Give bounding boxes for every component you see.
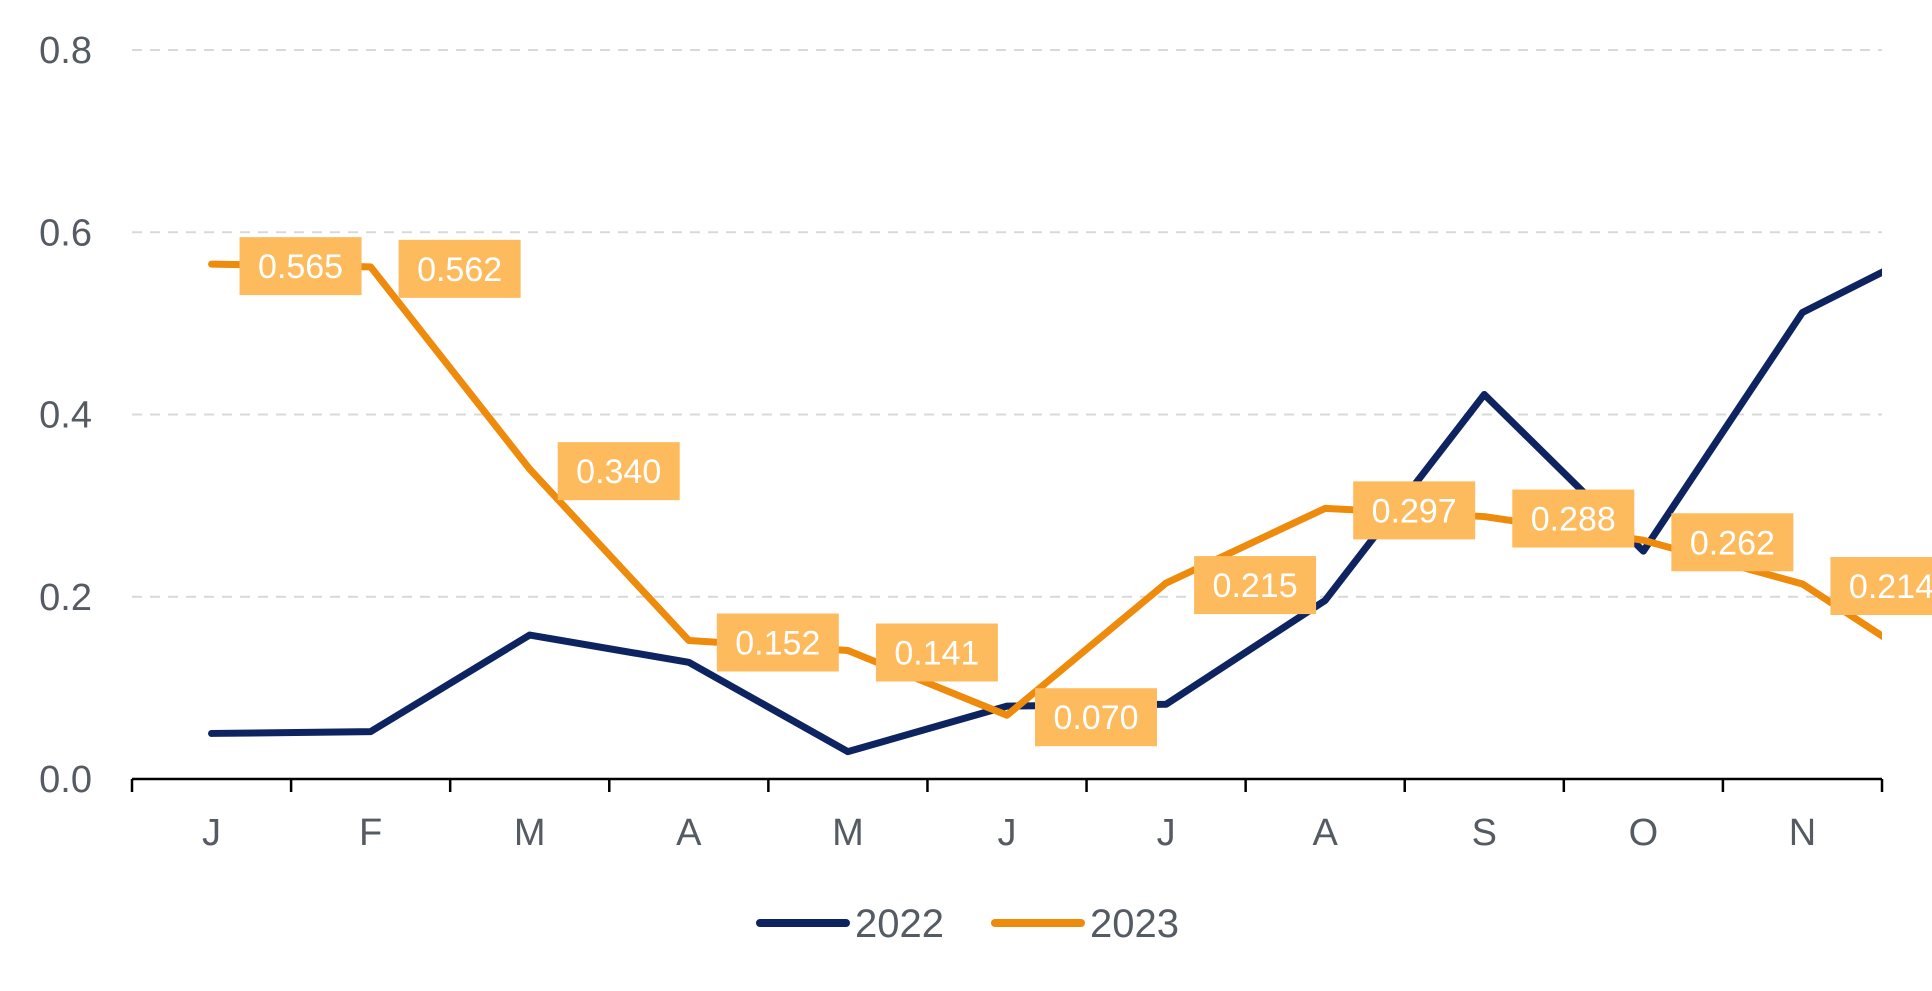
x-tick-label: O [1629,812,1659,854]
data-label: 0.262 [1671,513,1794,572]
x-tick-label: M [832,812,864,854]
data-label-text: 0.152 [735,624,820,662]
legend-item-2023: 2023 [991,902,1179,946]
data-label-text: 0.141 [894,635,979,673]
y-tick-label: 0.8 [39,30,92,72]
data-label-box [1830,556,1932,615]
data-label-text: 0.288 [1531,501,1616,539]
x-axis [130,777,1884,792]
y-tick-label: 0.0 [39,759,92,801]
data-label-text: 0.262 [1690,524,1775,562]
x-tick-label: A [1313,812,1339,854]
y-tick-label: 0.2 [39,577,92,619]
data-label-box [239,237,362,296]
x-tick-label: J [998,812,1017,854]
x-tick-label: S [1472,812,1497,854]
data-label-box [1194,556,1317,615]
x-tick-label: A [676,812,702,854]
x-tick-label: M [514,812,546,854]
data-label-text: 0.562 [417,251,502,289]
data-label-text: 0.070 [1053,699,1138,737]
data-label-box [716,613,839,672]
x-tick-label: N [1789,812,1816,854]
x-tick-label: J [1157,812,1176,854]
data-label: 0.070 [1035,688,1157,747]
legend-label: 2023 [1090,902,1179,946]
data-label: 0.297 [1353,481,1476,540]
data-label-text: 0.214 [1849,568,1932,606]
data-label: 0.214 [1830,556,1932,615]
data-label-box [875,623,998,682]
gridlines [132,49,1882,598]
data-label: 0.288 [1512,489,1635,548]
data-label: 0.565 [239,237,362,296]
x-tick-label: J [202,812,221,854]
data-label: 0.340 [557,442,680,501]
data-label-box [557,442,680,501]
y-axis-tick-labels: 0.0 0.2 0.4 0.6 0.8 [39,30,92,801]
legend: 2022 2023 [756,902,1179,946]
data-label-box [1671,513,1794,572]
data-label-box [1353,481,1476,540]
y-tick-label: 0.6 [39,212,92,254]
data-label-text: 0.215 [1213,567,1298,605]
data-label: 0.562 [398,239,521,298]
data-label-text: 0.565 [258,248,343,286]
data-label: 0.141 [875,623,998,682]
series-lines [208,260,1882,756]
data-labels: 0.565 0.562 0.340 0.152 0.141 0.070 0.215 0.297… [239,237,1932,747]
series-line-2023 [208,260,1882,719]
x-tick-label: F [359,812,382,854]
data-label-text: 0.297 [1372,492,1457,530]
legend-item-2022: 2022 [756,902,944,946]
data-label: 0.152 [716,613,839,672]
data-label: 0.215 [1194,556,1317,615]
legend-label: 2022 [855,902,944,946]
data-label-box [398,239,521,298]
data-label-text: 0.340 [576,453,661,491]
data-label-box [1512,489,1635,548]
y-tick-label: 0.4 [39,395,92,437]
series-line-2022 [208,268,1882,756]
data-label-box [1035,688,1157,747]
